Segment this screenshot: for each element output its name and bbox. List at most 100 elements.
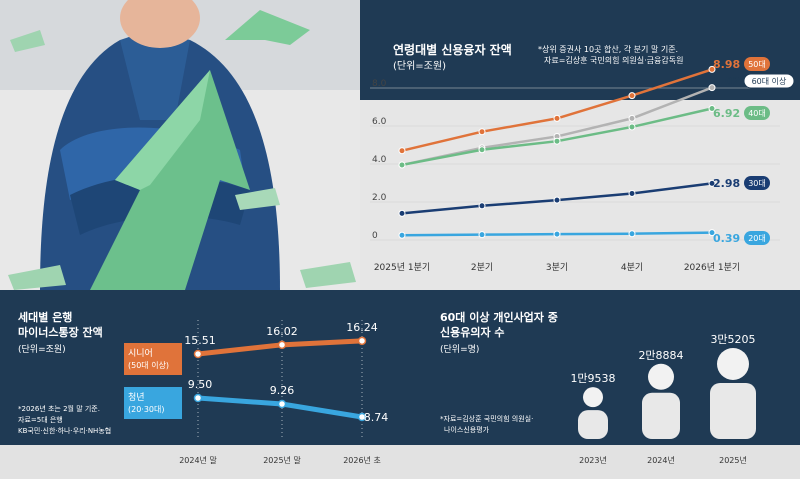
top-chart-title: 연령대별 신용융자 잔액: [393, 43, 512, 57]
data-point: [708, 179, 716, 187]
bank-value-label: 15.51: [184, 334, 216, 347]
bank-data-point: [193, 349, 203, 359]
data-point: [398, 161, 406, 169]
data-point: [478, 202, 486, 210]
legend-youth: 청년 (20·30대): [124, 387, 182, 419]
data-point: [708, 229, 716, 237]
legend-youth-label-2: (20·30대): [128, 405, 165, 414]
bank-value-label: 16.02: [266, 325, 298, 338]
legend-senior: 시니어 (50대 이상): [124, 343, 182, 375]
person-bar-body: [642, 392, 680, 439]
delinquent-value-label: 1만9538: [570, 372, 615, 385]
delinquent-value-label: 2만8884: [638, 349, 683, 362]
data-point: [628, 230, 636, 238]
data-point: [398, 209, 406, 217]
data-point: [553, 230, 561, 238]
legend-pill: [744, 57, 770, 71]
bank-data-point: [193, 393, 203, 403]
legend-pill-label: 40대: [748, 109, 766, 118]
y-tick-label: 2.0: [372, 193, 387, 203]
x-tick-label: 2025년 1분기: [374, 262, 430, 273]
delinquent-chart-title-1: 60대 이상 개인사업자 중: [440, 311, 558, 324]
bottom-charts: 15.51 16.02 16.24 9.50 9.26 8.74 2024년 말 2025년 …: [179, 320, 756, 465]
data-point: [398, 147, 406, 155]
businessman-illustration: [0, 0, 360, 290]
y-tick-label: 0: [372, 231, 378, 241]
data-point: [553, 196, 561, 204]
delinquent-chart-title-2: 신용유의자 수: [440, 326, 505, 339]
top-chart-unit: (단위=조원): [393, 61, 446, 72]
bank-data-point: [357, 412, 367, 422]
person-bar-head: [648, 363, 674, 390]
legend-youth-label-1: 청년: [128, 393, 145, 403]
end-value-label: 2.98: [713, 177, 740, 190]
delinquent-chart-note-2: 나이스신용평가: [444, 426, 490, 434]
person-bar-head: [717, 347, 749, 380]
delinquent-value-label: 3만5205: [710, 333, 755, 346]
legend-pill-label: 50대: [748, 60, 766, 69]
delinquent-chart-note-1: *자료=김상훈 국민의힘 의원실·: [440, 415, 534, 423]
top-line-chart: 0 2.0 4.0 6.0 8.0 2025년 1분기 2분기 3분기 4분기 2026년 1분기…: [370, 57, 795, 273]
legend-senior-label-1: 시니어: [128, 349, 153, 359]
bank-data-point: [277, 399, 287, 409]
data-point: [708, 84, 716, 92]
person-bar-body: [578, 410, 608, 439]
data-point: [553, 114, 561, 122]
x-tick-label: 2026년 1분기: [684, 262, 740, 273]
end-value-label: 8.02: [713, 75, 740, 88]
data-point: [398, 231, 406, 239]
bank-value-label: 9.26: [270, 384, 295, 397]
legend-pill: [744, 106, 770, 120]
data-point: [628, 123, 636, 131]
legend-pill: [744, 231, 770, 245]
end-value-label: 8.98: [713, 58, 740, 71]
person-bar-body: [710, 382, 756, 439]
y-tick-label: 4.0: [372, 155, 387, 165]
bank-chart-note-2: 자료=5대 은행: [18, 416, 63, 424]
x-tick-label: 4분기: [621, 262, 643, 273]
bank-x-tick-label: 2026년 초: [343, 455, 381, 465]
bank-x-tick-label: 2025년 말: [263, 455, 301, 465]
top-chart-note-1: *상위 증권사 10곳 합산, 각 분기 말 기준.: [538, 45, 679, 54]
bank-data-point: [357, 336, 367, 346]
data-point: [628, 114, 636, 122]
data-point: [708, 105, 716, 113]
legend-pill: [743, 73, 795, 89]
legend-pill: [744, 176, 770, 190]
bank-chart-unit: (단위=조원): [18, 345, 66, 355]
data-point: [708, 65, 716, 73]
y-tick-label: 6.0: [372, 117, 387, 127]
bank-chart-title-2: 마이너스통장 잔액: [18, 326, 103, 339]
x-tick-label: 2분기: [471, 262, 493, 273]
bottom-axis-strip: [0, 445, 800, 479]
data-point: [553, 137, 561, 145]
bank-value-label: 8.74: [364, 411, 389, 424]
delinquent-x-tick-label: 2024년: [647, 455, 675, 465]
data-point: [628, 189, 636, 197]
x-tick-label: 3분기: [546, 262, 568, 273]
bank-chart-title-1: 세대별 은행: [18, 311, 73, 324]
bank-chart-note-3: KB국민·신한·하나·우리·NH농협: [18, 427, 112, 435]
bank-value-label: 9.50: [188, 378, 213, 391]
legend-senior-label-2: (50대 이상): [128, 361, 170, 370]
person-bar-head: [583, 387, 603, 408]
delinquent-x-tick-label: 2025년: [719, 455, 747, 465]
bank-x-tick-label: 2024년 말: [179, 455, 217, 465]
legend-pill-label: 20대: [748, 234, 766, 243]
delinquent-x-tick-label: 2023년: [579, 455, 607, 465]
data-point: [478, 146, 486, 154]
delinquent-chart-unit: (단위=명): [440, 345, 480, 355]
data-point: [628, 92, 636, 100]
bank-value-label: 16.24: [346, 321, 378, 334]
legend-pill-label: 30대: [748, 179, 766, 188]
legend-pill-label: 60대 이상: [752, 76, 787, 86]
data-point: [478, 128, 486, 136]
end-value-label: 0.39: [713, 232, 740, 245]
bank-chart-note-1: *2026년 초는 2월 말 기준.: [18, 405, 100, 413]
y-tick-label: 8.0: [372, 79, 387, 89]
bank-data-point: [277, 340, 287, 350]
top-chart-note-2: 자료=김상훈 국민의힘 의원실·금융감독원: [544, 56, 684, 65]
data-point: [478, 231, 486, 239]
end-value-label: 6.92: [713, 107, 740, 120]
